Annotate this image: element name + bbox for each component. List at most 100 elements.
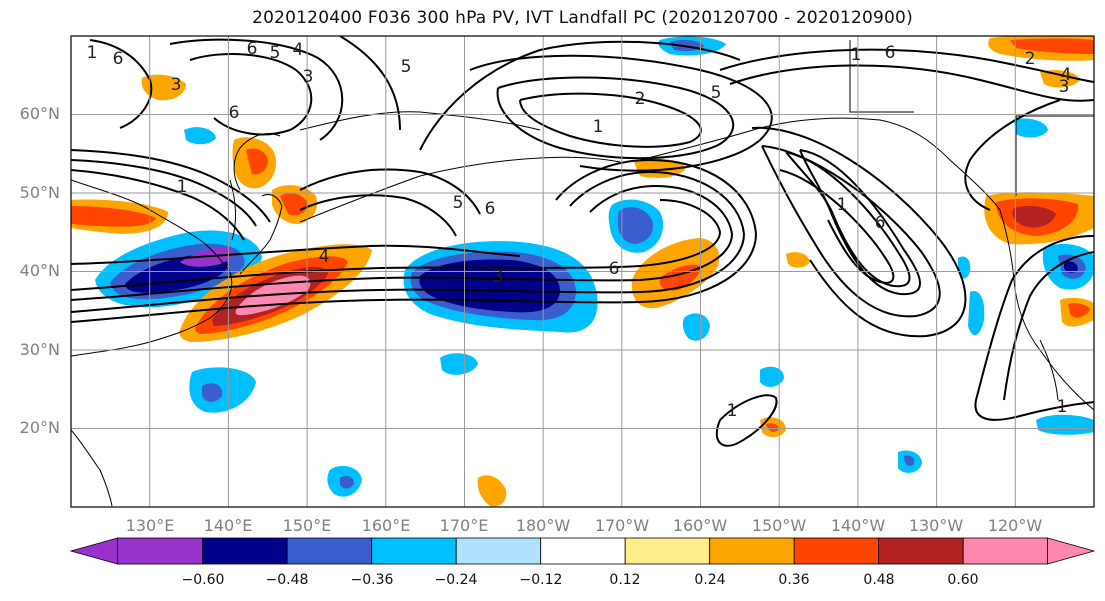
shade-positive-trop-core <box>766 423 779 432</box>
colorbar-bin <box>962 537 1048 565</box>
shade-positive-kamchatka-core <box>246 148 268 175</box>
contour-label: 2 <box>635 89 646 109</box>
colorbar-bin <box>455 537 542 565</box>
contour-label: 5 <box>401 57 412 77</box>
kamchatka-coast <box>233 133 281 191</box>
contour-label: 1 <box>1057 397 1068 417</box>
jet-contour-7 <box>71 159 257 227</box>
contour-label: 1 <box>851 45 862 65</box>
contour-label: 6 <box>609 259 620 279</box>
shade-positive-north <box>141 74 186 101</box>
colorbar-bin <box>117 537 204 565</box>
east-contour-1 <box>974 235 1094 421</box>
jet-contour-4 <box>71 158 758 323</box>
contour-label: 5 <box>270 43 281 63</box>
shade-positive-socal-core <box>1068 303 1090 318</box>
jet-contour-2 <box>71 184 734 301</box>
jet-contour-6 <box>71 149 271 223</box>
contour-label: 6 <box>485 199 496 219</box>
aleut-contour-1 <box>299 168 481 215</box>
north-contour-5 <box>729 64 1094 102</box>
lon-label: 160°W <box>672 516 728 535</box>
lon-label: 150°W <box>751 516 807 535</box>
north-contour-1 <box>519 92 702 148</box>
north-contour-4 <box>419 40 741 151</box>
lon-label: 160°E <box>361 516 411 535</box>
pv-contours <box>71 36 1094 447</box>
map-title: 2020120400 F036 300 hPa PV, IVT Landfall… <box>252 8 913 28</box>
colorbar <box>69 537 1096 565</box>
shade-positive-canada <box>1040 70 1080 88</box>
shade-negative-east1-deep <box>1064 261 1078 273</box>
lat-label: 30°N <box>19 340 60 359</box>
lat-label: 60°N <box>19 104 60 123</box>
contour-label: 3 <box>171 75 182 95</box>
colorbar-bin <box>202 537 288 565</box>
contour-label: 1 <box>177 177 188 197</box>
colorbar-bin <box>371 537 457 565</box>
lon-label: 130°E <box>125 516 175 535</box>
shade-negative-s2-core <box>340 476 354 489</box>
jet-contour-8 <box>71 169 245 241</box>
gridlines <box>71 36 1094 507</box>
pc-shading <box>71 36 1094 507</box>
lon-label: 130°W <box>908 516 964 535</box>
contour-label: 6 <box>885 43 896 63</box>
shade-positive-s <box>477 475 507 507</box>
sw-contour-1 <box>715 394 778 447</box>
trough-contour-3 <box>779 169 895 284</box>
colorbar-bin <box>793 537 880 565</box>
colorbar-tick-label: 0.12 <box>609 572 641 588</box>
contour-label: 1 <box>87 43 98 63</box>
east-contour-3 <box>964 99 1061 211</box>
shade-negative-sw <box>189 367 256 413</box>
siberia-coast <box>299 111 541 131</box>
shade-negative-gulf-core <box>618 207 654 244</box>
contour-label: 4 <box>319 247 330 267</box>
lon-label: 170°W <box>594 516 650 535</box>
contour-label: 6 <box>113 49 124 69</box>
lon-label: 120°W <box>987 516 1043 535</box>
philippines <box>71 429 113 507</box>
colorbar-tick-label: 0.24 <box>694 572 726 588</box>
lon-label: 140°E <box>203 516 253 535</box>
contour-label: 3 <box>493 267 504 287</box>
sakhalin <box>229 179 237 241</box>
contour-label: 4 <box>1061 65 1072 85</box>
contour-label: 4 <box>293 40 304 60</box>
north-contour-3 <box>469 54 773 172</box>
colorbar-bin <box>878 537 964 565</box>
contour-label: 1 <box>837 195 848 215</box>
colorbar-tick-label: 0.48 <box>863 572 895 588</box>
trough-contour-4 <box>761 145 941 318</box>
kam-contour-4 <box>339 36 401 131</box>
jet-contour-1 <box>71 199 722 291</box>
colorbar-tick-label: −0.24 <box>434 572 478 588</box>
north-contour-2 <box>496 76 734 160</box>
contour-label: 2 <box>1025 49 1036 69</box>
colorbar-extend-high <box>1047 537 1096 565</box>
colorbar-tick-label: −0.48 <box>265 572 309 588</box>
shade-negative-sw-core <box>202 383 223 402</box>
shade-positive-s2 <box>786 252 810 268</box>
colorbar-tick-label: −0.60 <box>181 572 225 588</box>
shade-negative-east3 <box>968 291 985 336</box>
na-west-coast <box>999 209 1094 411</box>
east-contour-2 <box>1003 251 1094 401</box>
trough-contour-2 <box>785 151 911 288</box>
contour-label: 1 <box>727 401 738 421</box>
lat-label: 20°N <box>19 418 60 437</box>
colorbar-tick-label: 0.36 <box>778 572 810 588</box>
colorbar-tick-label: −0.36 <box>350 572 394 588</box>
shade-negative-s1 <box>440 353 478 375</box>
kam-contour-1 <box>189 53 313 136</box>
shade-negative-nw <box>184 127 216 145</box>
map-frame <box>70 35 1095 508</box>
contour-label: 5 <box>453 193 464 213</box>
contour-label: 3 <box>1059 77 1070 97</box>
lon-label: 170°E <box>439 516 489 535</box>
shade-negative-sub <box>1036 414 1094 435</box>
shade-positive-arctic-east-core <box>1010 38 1094 54</box>
trough-contour-5 <box>751 126 967 338</box>
shade-negative-s4 <box>760 366 784 387</box>
